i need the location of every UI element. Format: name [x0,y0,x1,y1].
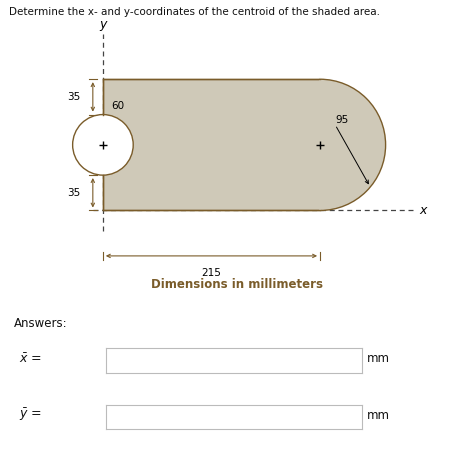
Circle shape [73,114,133,175]
Text: $\bar{x}$ =: $\bar{x}$ = [19,352,42,365]
Text: mm: mm [367,408,391,422]
Text: Determine the x- and y-coordinates of the centroid of the shaded area.: Determine the x- and y-coordinates of th… [9,7,381,17]
Text: $\bar{y}$ =: $\bar{y}$ = [19,407,42,424]
Text: 60: 60 [111,100,124,111]
Wedge shape [320,79,386,211]
Text: i: i [92,410,96,424]
Bar [103,79,320,211]
Text: 215: 215 [201,268,221,278]
Text: 35: 35 [67,92,81,102]
Text: x: x [419,204,426,217]
Text: 95: 95 [335,114,348,125]
Text: Dimensions in millimeters: Dimensions in millimeters [151,278,323,291]
Text: Answers:: Answers: [14,317,68,330]
Text: i: i [92,354,96,367]
Text: y: y [99,18,107,31]
Text: 35: 35 [67,188,81,198]
Text: mm: mm [367,352,391,365]
